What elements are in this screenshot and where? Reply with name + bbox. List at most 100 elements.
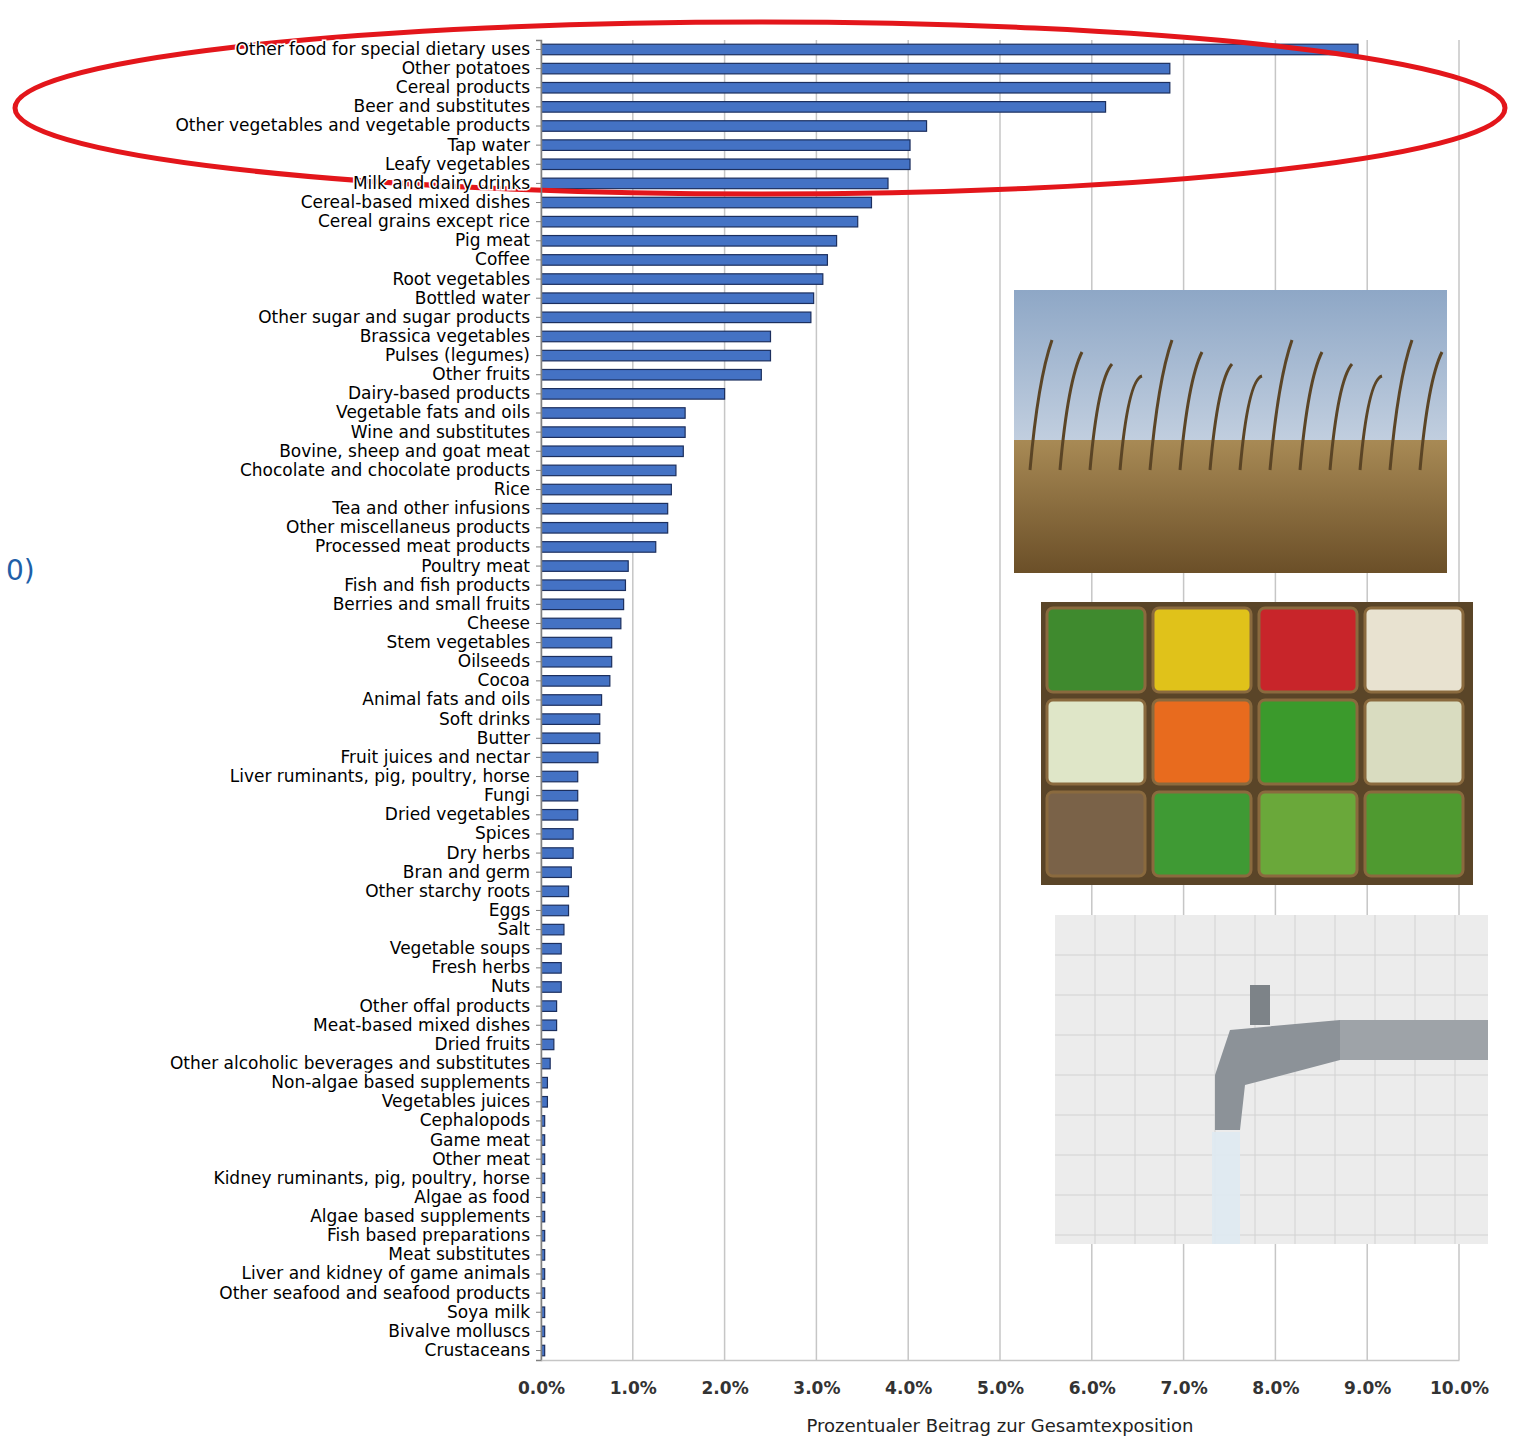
tick-mark [536, 202, 541, 203]
tick-mark [536, 68, 541, 69]
tick: Algae based supplements [310, 1206, 541, 1226]
bar [541, 102, 1106, 113]
tick-mark [536, 221, 541, 222]
tick-mark [536, 240, 541, 241]
tick: Bran and germ [403, 862, 541, 882]
tick-mark [536, 795, 541, 796]
tick: Pig meat [455, 230, 541, 250]
picture-stem [1420, 352, 1442, 470]
tick: Cocoa [478, 670, 541, 690]
bar [541, 140, 910, 151]
picture-tile [1055, 955, 1488, 956]
tick-mark [536, 1101, 541, 1102]
tick: Other starchy roots [365, 881, 541, 901]
tick: Other offal products [359, 996, 541, 1016]
tick-mark [536, 126, 541, 127]
bar [541, 810, 578, 821]
category-label: Milk and dairy drinks [353, 173, 530, 193]
tick: Algae as food [414, 1187, 541, 1207]
tick-mark [536, 1197, 541, 1198]
bar [541, 982, 561, 993]
category-label: Chocolate and chocolate products [240, 460, 530, 480]
tick-mark [536, 87, 541, 88]
tick-mark [536, 1350, 541, 1351]
tick: Milk and dairy drinks [353, 173, 541, 193]
tick-label: 8.0% [1252, 1378, 1299, 1398]
category-label: Other sugar and sugar products [258, 307, 530, 327]
tick: Other vegetables and vegetable products [175, 115, 541, 135]
tick: Animal fats and oils [362, 689, 541, 709]
picture-background [1055, 915, 1488, 1244]
category-label: Vegetable soups [390, 938, 530, 958]
bar [541, 886, 569, 897]
category-label: Dairy-based products [348, 383, 530, 403]
category-label: Other starchy roots [365, 881, 530, 901]
tick: 2.0% [702, 1360, 749, 1398]
tick: Game meat [430, 1130, 541, 1150]
tick: Tap water [446, 135, 541, 155]
category-label: Pig meat [455, 230, 530, 250]
bar [541, 637, 612, 648]
tick-mark [536, 853, 541, 854]
bar [541, 427, 685, 438]
tick: Dry herbs [447, 843, 541, 863]
tick: Spices [475, 823, 541, 843]
tick-mark [536, 470, 541, 471]
bar [541, 331, 771, 342]
bar [541, 752, 598, 763]
tick: Dried fruits [435, 1034, 541, 1054]
picture-crate [1047, 700, 1145, 784]
tick: Rice [494, 479, 541, 499]
tick: Bottled water [415, 288, 541, 308]
tick-mark [536, 527, 541, 528]
bar [541, 236, 837, 247]
picture-crate [1365, 792, 1463, 876]
tick: Meat substitutes [388, 1244, 541, 1264]
tick: Cereal products [396, 77, 541, 97]
category-label: Coffee [475, 249, 530, 269]
tick: Vegetable fats and oils [336, 402, 541, 422]
tick-mark [536, 738, 541, 739]
tick-mark [536, 776, 541, 777]
category-label: Processed meat products [315, 536, 530, 556]
tick: Bovine, sheep and goat meat [279, 441, 541, 461]
bar [541, 121, 927, 132]
tick-mark [536, 164, 541, 165]
tick-mark [536, 1159, 541, 1160]
tick: Butter [477, 728, 541, 748]
category-label: Root vegetables [392, 269, 530, 289]
tick: Poultry meat [421, 556, 541, 576]
tick-mark [536, 183, 541, 184]
tick-mark [536, 279, 541, 280]
tick-mark [536, 967, 541, 968]
category-label: Algae based supplements [310, 1206, 530, 1226]
bar [541, 216, 858, 227]
bar [541, 542, 656, 553]
picture-sky [1014, 290, 1447, 573]
tick-mark [536, 757, 541, 758]
tick-mark [536, 891, 541, 892]
bar [541, 465, 676, 476]
tick-mark [536, 929, 541, 930]
picture-crate [1153, 792, 1251, 876]
tick-mark [536, 680, 541, 681]
tick-mark [536, 336, 541, 337]
tick-mark [536, 432, 541, 433]
picture-tile [1055, 1235, 1488, 1236]
bar [541, 790, 578, 801]
bar [541, 676, 610, 687]
category-label: Cereal grains except rice [318, 211, 530, 231]
tick: Cephalopods [420, 1110, 541, 1130]
tick: Vegetable soups [390, 938, 541, 958]
tick: Other miscellaneus products [286, 517, 541, 537]
category-label: Fresh herbs [431, 957, 530, 977]
bar [541, 1020, 557, 1031]
picture-stem [1180, 352, 1202, 470]
category-label: Fruit juices and nectar [341, 747, 530, 767]
tick: Bivalve molluscs [388, 1321, 541, 1341]
tick: Vegetables juices [382, 1091, 541, 1111]
category-label: Cheese [467, 613, 530, 633]
category-label: Other food for special dietary uses [235, 39, 530, 59]
category-label: Cocoa [478, 670, 530, 690]
tick: Crustaceans [425, 1340, 541, 1360]
